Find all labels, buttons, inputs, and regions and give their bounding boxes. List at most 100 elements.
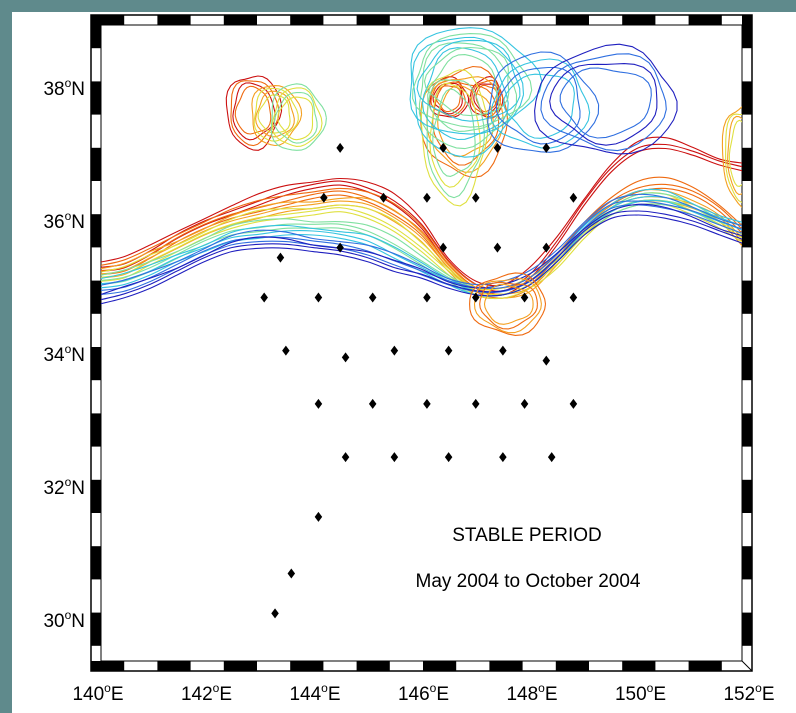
station-marker	[390, 345, 399, 356]
axis-tick-label: 146oE	[398, 681, 449, 705]
eddy-contour	[479, 281, 538, 330]
eddy-contour	[253, 87, 299, 142]
eddy-contour	[469, 272, 547, 336]
tick-segment	[742, 81, 752, 115]
period-range: May 2004 to October 2004	[416, 571, 641, 592]
station-marker	[390, 452, 399, 463]
station-marker	[314, 511, 323, 522]
tick-segment	[742, 546, 752, 580]
front-line	[101, 193, 742, 286]
corner-mark	[741, 660, 753, 672]
front-line	[101, 203, 742, 295]
front-line	[101, 143, 742, 292]
eddy-contour	[473, 278, 542, 334]
station-marker	[542, 355, 551, 366]
tick-segment	[489, 661, 523, 671]
tick-segment	[91, 15, 101, 49]
tick-segment	[91, 147, 101, 181]
eddy-contour	[487, 51, 600, 153]
eddy-contour	[251, 85, 303, 147]
tick-segment	[290, 661, 324, 671]
eddy-contour	[412, 33, 533, 128]
eddy-contour	[270, 83, 327, 151]
tick-segment	[688, 661, 722, 671]
front-line	[101, 188, 742, 289]
eddy-contour	[437, 85, 494, 158]
station-marker	[423, 192, 431, 203]
tick-segment	[742, 214, 752, 248]
front-line	[101, 136, 742, 287]
eddy-contour	[423, 46, 510, 117]
tick-segment	[356, 661, 390, 671]
axis-tick-label: 140oE	[72, 681, 123, 705]
eddy-contour	[473, 83, 500, 116]
front-lines	[101, 136, 742, 305]
eddy-contour	[420, 69, 488, 207]
front-line	[101, 214, 742, 305]
tick-segment	[91, 612, 101, 646]
corner-mark	[741, 14, 753, 26]
eddy-contour	[495, 66, 581, 145]
station-marker	[542, 242, 551, 253]
tick-segment	[742, 479, 752, 513]
tick-segment	[742, 612, 752, 646]
period-title: STABLE PERIOD	[452, 525, 602, 546]
station-marker	[542, 142, 551, 153]
station-marker	[314, 292, 323, 303]
station-marker	[368, 398, 377, 409]
tick-segment	[91, 413, 101, 447]
station-marker	[282, 345, 290, 356]
station-marker	[547, 452, 556, 463]
tick-segment	[91, 546, 101, 580]
station-marker	[368, 292, 377, 303]
axis-tick-label: 142oE	[181, 681, 232, 705]
station-marker	[379, 192, 388, 203]
tick-segment	[91, 81, 101, 115]
eddy-contour	[409, 27, 543, 135]
front-line	[101, 183, 742, 295]
tick-segment	[742, 15, 752, 49]
station-marker	[499, 452, 507, 463]
teal-left-strip	[0, 0, 12, 713]
front-line	[101, 210, 742, 301]
eddy-contour	[426, 79, 485, 199]
y-axis-labels: 38oN 36oN 34oN 32oN 30oN	[43, 76, 85, 632]
eddy-contour	[412, 36, 525, 158]
eddy-contour	[559, 67, 652, 139]
axis-tick-label: 38oN	[43, 76, 85, 100]
eddy-contour	[721, 106, 742, 208]
eddy-contour	[416, 39, 521, 122]
tick-segment	[91, 280, 101, 314]
station-marker	[336, 242, 344, 253]
axis-tick-label: 150oE	[615, 681, 666, 705]
station-marker	[320, 192, 328, 203]
tick-segment	[622, 661, 656, 671]
station-marker	[336, 142, 344, 153]
tick-segment	[91, 479, 101, 513]
tick-segment	[742, 413, 752, 447]
tick-segment	[555, 15, 589, 25]
station-marker	[271, 608, 279, 619]
eddy-contour	[725, 113, 742, 203]
axis-tick-label: 32oN	[43, 475, 85, 499]
station-marker	[569, 292, 578, 303]
axis-tick-label: 144oE	[289, 681, 340, 705]
station-marker	[472, 292, 480, 303]
corner-mark	[90, 660, 102, 672]
eddy-contour	[432, 88, 476, 177]
station-marker	[569, 398, 578, 409]
eddy-contour	[540, 53, 667, 152]
station-marker	[439, 242, 447, 253]
station-marker	[341, 452, 350, 463]
eddy-contour	[257, 94, 291, 134]
station-marker	[520, 398, 529, 409]
eddy-contour	[727, 115, 742, 196]
eddy-contour	[271, 87, 323, 147]
tick-segment	[423, 661, 457, 671]
tick-segment	[622, 15, 656, 25]
tick-segment	[290, 15, 324, 25]
front-line	[101, 199, 742, 297]
tick-segment	[423, 15, 457, 25]
tick-segment	[742, 347, 752, 381]
front-line	[101, 147, 742, 296]
